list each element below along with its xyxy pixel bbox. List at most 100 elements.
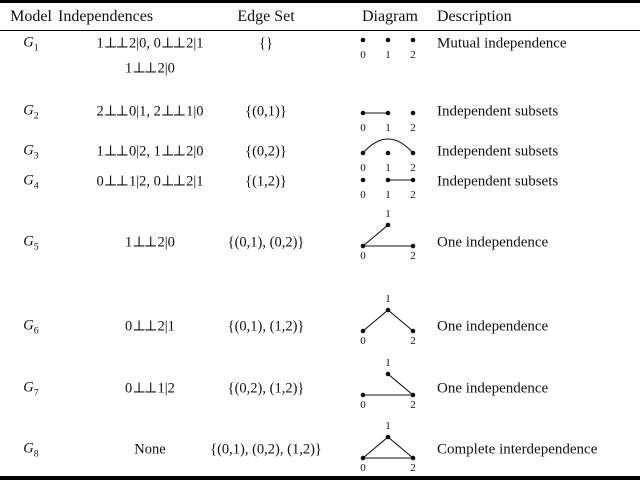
independence-symbol: ⊥⊥ xyxy=(160,143,186,160)
model-cell: G4 xyxy=(6,172,56,191)
graph-node-label: 1 xyxy=(385,162,391,174)
graph-node-label: 0 xyxy=(360,250,366,262)
graph-node-dot xyxy=(385,150,391,156)
graph-node-dot xyxy=(410,150,416,156)
model-letter: G xyxy=(23,172,34,189)
graph-node-dot xyxy=(385,37,391,43)
model-subscript: 8 xyxy=(33,448,39,460)
independences-cell: 1⊥⊥ 2|0, 0⊥⊥ 2|1 xyxy=(96,35,204,52)
independence-symbol: ⊥⊥ xyxy=(160,103,186,120)
model-subscript: 4 xyxy=(33,180,39,192)
graph-node-dot xyxy=(385,307,391,313)
graph-node-dot xyxy=(385,222,391,228)
graph-diagram: 0 1 2 xyxy=(360,110,416,134)
graph-node-label: 0 xyxy=(360,162,366,174)
description-cell: Independent subsets xyxy=(437,103,559,120)
model-cell: G6 xyxy=(6,317,56,336)
graph-node-label: 2 xyxy=(410,189,416,201)
independences-cell: 0⊥⊥ 1|2, 0⊥⊥ 2|1 xyxy=(96,173,204,190)
graph-node-label: 0 xyxy=(360,49,366,61)
independences-cell: 1⊥⊥ 0|2, 1⊥⊥ 2|0 xyxy=(96,143,204,160)
graph-diagram: 0 1 2 xyxy=(360,357,416,411)
graph-node-label: 0 xyxy=(360,335,366,347)
graph-node-dot xyxy=(360,392,366,398)
independences-cell: 1⊥⊥ 2|0 xyxy=(125,234,175,251)
model-cell: G2 xyxy=(6,102,56,121)
graph-edge xyxy=(387,309,414,332)
description-cell: Independent subsets xyxy=(437,143,559,160)
independence-symbol: ⊥⊥ xyxy=(103,103,129,120)
graph-node-dot xyxy=(385,434,391,440)
graph-diagram: 0 1 2 xyxy=(360,420,416,474)
model-letter: G xyxy=(23,440,34,457)
graph-edge xyxy=(387,436,414,459)
graph-node-label: 2 xyxy=(410,462,416,474)
independence-symbol: ⊥⊥ xyxy=(132,380,157,397)
graph-node-dot xyxy=(410,455,416,461)
edge-set-cell: {(0,1), (1,2)} xyxy=(227,318,305,335)
header-diagram: Diagram xyxy=(362,8,418,25)
model-cell: G5 xyxy=(6,233,56,252)
graph-node-label: 1 xyxy=(385,293,391,305)
graph-node-label: 1 xyxy=(385,189,391,201)
model-letter: G xyxy=(23,142,34,159)
description-cell: Mutual independence xyxy=(437,35,567,52)
graph-node-label: 0 xyxy=(360,462,366,474)
edge-set-cell: {(0,1), (0,2)} xyxy=(227,234,305,251)
edge-set-cell: {} xyxy=(259,35,273,52)
independence-symbol: ⊥⊥ xyxy=(103,143,129,160)
graph-node-label: 0 xyxy=(360,189,366,201)
graph-node-label: 2 xyxy=(410,162,416,174)
graph-node-dot xyxy=(410,177,416,183)
model-letter: G xyxy=(23,102,34,119)
model-subscript: 7 xyxy=(33,387,39,399)
graph-diagram: 0 1 2 xyxy=(360,293,416,347)
graph-node-dot xyxy=(410,328,416,334)
graph-edge xyxy=(387,373,414,396)
header-independences: Independences xyxy=(58,8,154,25)
independences-cell: 0⊥⊥ 2|1 xyxy=(125,318,175,335)
model-subscript: 2 xyxy=(33,110,39,122)
graph-node-label: 2 xyxy=(410,250,416,262)
graph-node-label: 2 xyxy=(410,335,416,347)
header-description: Description xyxy=(437,8,512,25)
independence-symbol: ⊥⊥ xyxy=(103,173,129,190)
graph-node-dot xyxy=(360,455,366,461)
independence-symbol: ⊥⊥ xyxy=(103,35,129,52)
graph-node-dot xyxy=(360,243,366,249)
independence-symbol: ⊥⊥ xyxy=(132,318,157,335)
graph-node-dot xyxy=(410,37,416,43)
graph-node-dot xyxy=(410,392,416,398)
graph-node-label: 0 xyxy=(360,122,366,134)
graph-node-label: 1 xyxy=(385,208,391,220)
model-cell: G1 xyxy=(6,34,56,53)
graph-node-dot xyxy=(360,150,366,156)
independences-cell: 2⊥⊥ 0|1, 2⊥⊥ 1|0 xyxy=(96,103,204,120)
graph-node-label: 1 xyxy=(385,49,391,61)
independences-cell: 0⊥⊥ 1|2 xyxy=(125,380,175,397)
model-subscript: 3 xyxy=(33,150,39,162)
description-cell: Independent subsets xyxy=(437,173,559,190)
model-cell: G8 xyxy=(6,440,56,459)
description-cell: One independence xyxy=(437,234,549,251)
description-cell: Complete interdependence xyxy=(437,441,598,458)
graph-diagram: 0 1 2 xyxy=(360,177,416,201)
edge-set-cell: {(0,2)} xyxy=(245,143,287,160)
description-cell: One independence xyxy=(437,380,549,397)
header-edge-set: Edge Set xyxy=(237,8,295,25)
model-subscript: 5 xyxy=(33,241,39,253)
header-model: Model xyxy=(10,8,52,25)
graph-node-label: 2 xyxy=(410,399,416,411)
graph-diagram: 0 1 2 xyxy=(360,138,416,174)
graph-edge-arc xyxy=(362,138,414,154)
graph-node-dot xyxy=(360,177,366,183)
model-subscript: 1 xyxy=(33,42,39,54)
edge-set-cell: {(0,1), (0,2), (1,2)} xyxy=(210,441,322,458)
model-letter: G xyxy=(23,34,34,51)
graph-node-label: 2 xyxy=(410,49,416,61)
header-rule xyxy=(0,30,640,32)
top-rule xyxy=(0,0,640,3)
graph-edge xyxy=(362,224,389,247)
graph-diagram: 0 1 2 xyxy=(360,208,416,262)
